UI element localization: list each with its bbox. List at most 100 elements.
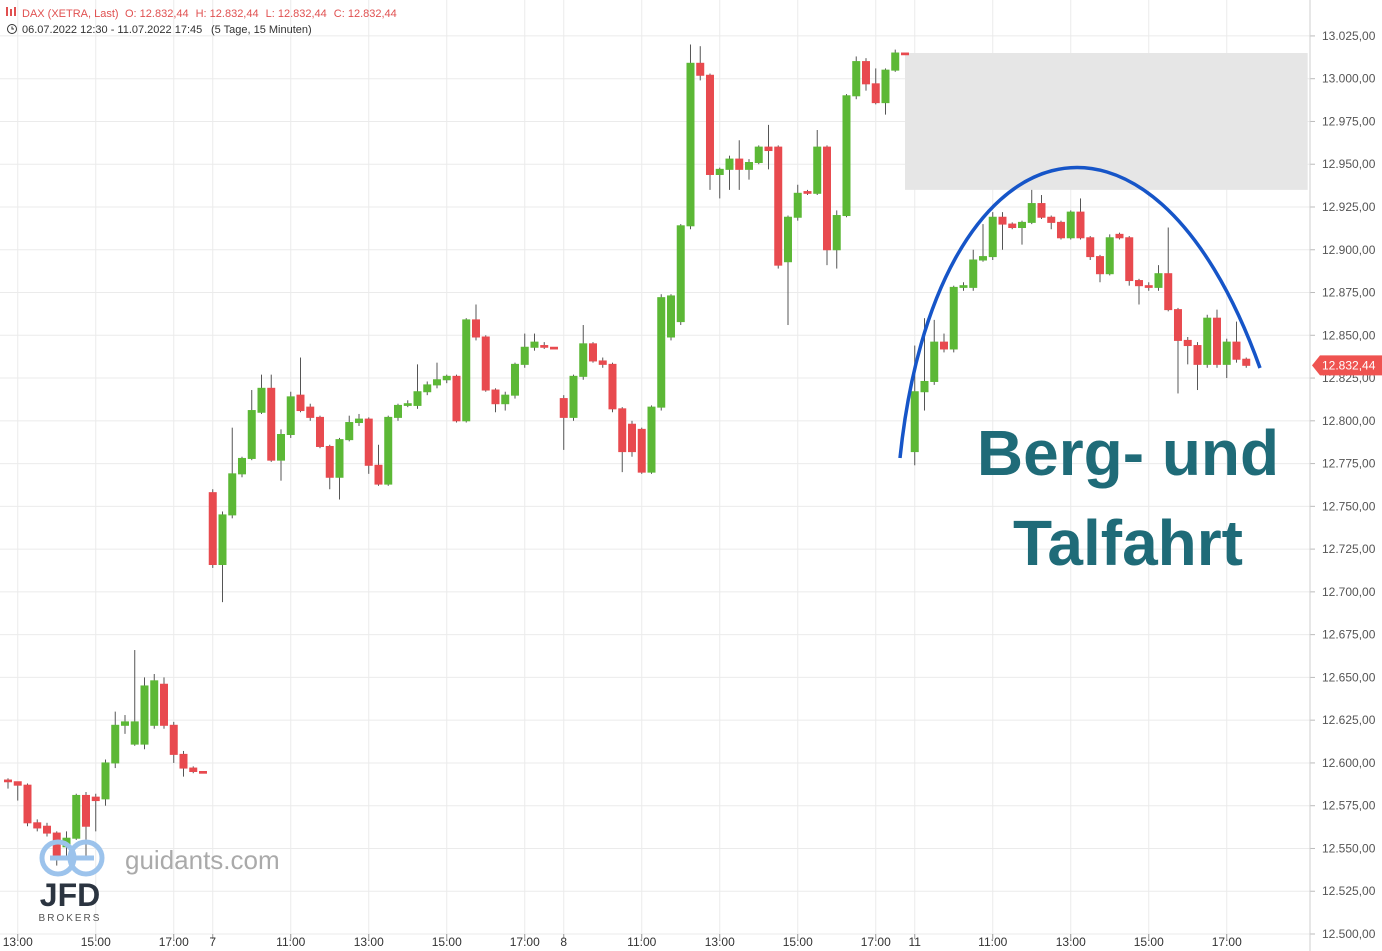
candle-body	[1212, 317, 1221, 365]
candle-body	[364, 418, 373, 466]
y-tick-label: 12.925,00	[1322, 200, 1376, 214]
icon	[6, 7, 8, 16]
candle-body	[276, 433, 285, 461]
candle-body	[959, 285, 968, 288]
y-tick-label: 12.500,00	[1322, 927, 1376, 941]
candle-body	[23, 784, 32, 824]
clock-icon	[7, 24, 17, 34]
candle-body	[1203, 317, 1212, 365]
candle-body	[803, 191, 812, 194]
candle-body	[774, 146, 783, 266]
candle-body	[374, 464, 383, 485]
quote-value: C: 12.832,44	[334, 8, 397, 20]
x-tick-label: 11	[909, 935, 922, 949]
y-tick-label: 12.800,00	[1322, 414, 1376, 428]
candle-body	[1086, 237, 1095, 258]
candle-body	[608, 363, 617, 410]
logo-sub: BROKERS	[39, 913, 102, 924]
candle-body	[159, 683, 168, 726]
x-tick-label: 17:00	[159, 935, 189, 949]
trend-curve	[898, 165, 1262, 459]
x-tick-label: 17:00	[861, 935, 891, 949]
quote-value: O: 12.832,44	[125, 8, 189, 20]
candle-body	[530, 341, 539, 348]
x-tick-label: 13:00	[3, 935, 33, 949]
candle-body	[1183, 339, 1192, 347]
candle-body	[783, 216, 792, 263]
candle-body	[978, 256, 987, 261]
candle-body	[686, 62, 695, 227]
candle-body	[637, 428, 646, 473]
candle-body	[1173, 309, 1182, 341]
y-tick-label: 12.700,00	[1322, 585, 1376, 599]
candle-body	[666, 295, 675, 338]
candle-body	[715, 168, 724, 175]
candle-body	[267, 387, 276, 461]
candle-body	[891, 52, 900, 71]
x-tick-label: 7	[209, 935, 216, 949]
candle-body	[354, 418, 363, 424]
candle-body	[540, 345, 549, 348]
candle-body	[1125, 237, 1134, 282]
candle-body	[296, 394, 305, 412]
y-tick-label: 12.775,00	[1322, 457, 1376, 471]
candle-body	[335, 439, 344, 478]
candle-body	[72, 794, 81, 839]
candle-body	[169, 724, 178, 755]
candle-body	[1047, 216, 1056, 223]
candle-body	[1105, 237, 1114, 275]
candle-body	[559, 398, 568, 418]
candle-body	[881, 69, 890, 104]
y-tick-label: 12.600,00	[1322, 756, 1376, 770]
x-tick-label: 17:00	[1212, 935, 1242, 949]
candle-body	[822, 146, 831, 251]
candle-body	[920, 380, 929, 393]
candle-body	[852, 61, 861, 97]
candle-body	[481, 336, 490, 391]
candle-body	[764, 146, 773, 152]
candle-body	[842, 95, 851, 217]
candle-body	[647, 406, 656, 473]
quote-value: L: 12.832,44	[266, 8, 327, 20]
y-tick-label: 12.950,00	[1322, 157, 1376, 171]
candle-body	[306, 406, 315, 418]
quote: O: 12.832,44 H: 12.832,44 L: 12.832,44 C: 1…	[125, 8, 397, 20]
candle-body	[676, 225, 685, 323]
candle-body	[91, 796, 100, 802]
last-price-tag	[1312, 355, 1382, 376]
x-tick-label: 13:00	[354, 935, 384, 949]
candle-body	[218, 514, 227, 566]
candle-body	[1027, 203, 1036, 223]
x-tick-label: 13:00	[705, 935, 735, 949]
period: 06.07.2022 12:30 - 11.07.2022 17:45	[22, 24, 202, 36]
y-tick-label: 12.675,00	[1322, 628, 1376, 642]
candle-body	[579, 343, 588, 377]
candle-body	[871, 83, 880, 104]
candle-body	[910, 391, 919, 453]
candle-body	[569, 375, 578, 418]
candle-body	[130, 721, 139, 745]
annotation: Berg- und	[977, 417, 1279, 489]
candle-body	[81, 794, 90, 827]
y-tick-label: 13.025,00	[1322, 29, 1376, 43]
candle-body	[471, 319, 480, 338]
candle-body	[998, 216, 1007, 225]
period-detail: (5 Tage, 15 Minuten)	[211, 24, 312, 36]
candle-body	[939, 341, 948, 350]
candle-body	[423, 384, 432, 393]
candle-body	[735, 158, 744, 170]
candle-body	[432, 379, 441, 386]
watermark: JFD BROKERS guidants.com	[39, 839, 280, 924]
candle-body	[900, 52, 909, 56]
candle-body	[1154, 273, 1163, 288]
x-tick-label: 11:00	[627, 935, 656, 949]
candle-body	[111, 724, 120, 764]
instrument: DAX (XETRA, Last)	[22, 8, 119, 20]
candle-body	[949, 286, 958, 350]
watermark-site: guidants.com	[125, 845, 280, 875]
candle-body	[1066, 211, 1075, 239]
candle-body	[120, 721, 129, 726]
y-tick-label: 12.975,00	[1322, 114, 1376, 128]
candle-body	[3, 779, 12, 783]
